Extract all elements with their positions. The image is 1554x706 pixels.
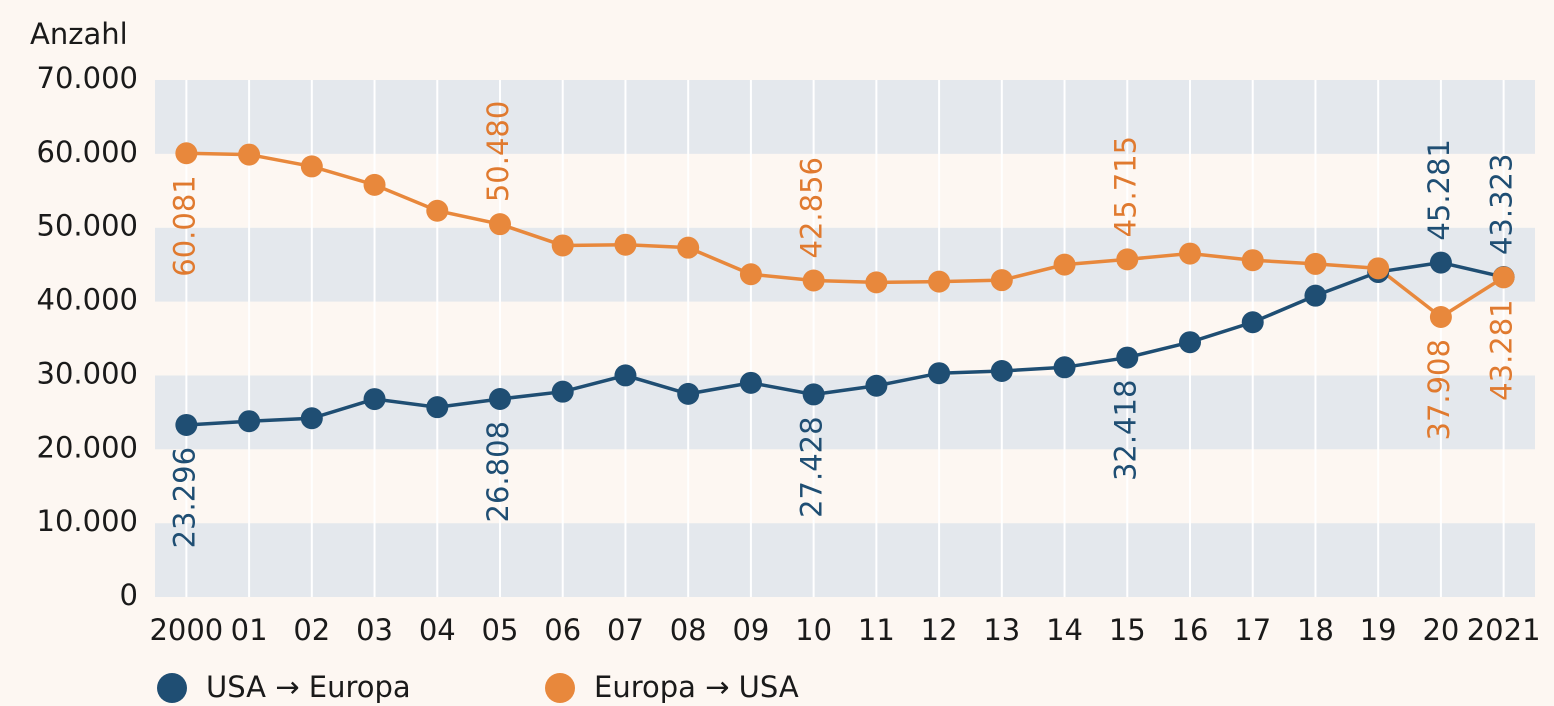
data-point: [802, 269, 825, 292]
x-tick-label: 05: [482, 613, 519, 647]
data-point: [300, 407, 323, 430]
x-tick-label: 14: [1046, 613, 1083, 647]
data-point: [990, 269, 1013, 292]
data-point: [363, 388, 386, 411]
data-point: [1429, 306, 1452, 329]
x-tick-label: 13: [983, 613, 1020, 647]
data-point: [614, 233, 637, 256]
data-point: [238, 143, 261, 166]
data-point: [363, 173, 386, 196]
x-tick-label: 2000: [149, 613, 223, 647]
data-point: [1241, 311, 1264, 334]
data-point: [489, 388, 511, 411]
data-point: [928, 270, 951, 293]
y-tick-label: 50.000: [37, 209, 138, 243]
data-label: 45.715: [1108, 136, 1142, 237]
x-tick-label: 06: [544, 613, 581, 647]
data-label: 60.081: [167, 175, 201, 276]
x-tick-label: 18: [1297, 613, 1334, 647]
data-point: [1053, 356, 1076, 379]
data-point: [1179, 331, 1201, 354]
series-line: [186, 260, 1505, 427]
data-point: [1492, 266, 1515, 289]
data-label: 27.428: [795, 416, 829, 517]
x-tick-label: 17: [1234, 613, 1271, 647]
data-point: [802, 383, 825, 406]
legend-label: Europa → USA: [594, 670, 799, 704]
y-tick-label: 0: [120, 578, 138, 612]
data-point: [175, 142, 198, 165]
data-label: 50.480: [481, 101, 515, 202]
x-tick-label: 04: [419, 613, 456, 647]
data-point: [928, 362, 951, 385]
data-point: [1304, 252, 1327, 275]
legend-marker: [545, 673, 575, 703]
y-tick-label: 30.000: [37, 356, 138, 390]
y-tick-label: 70.000: [37, 61, 138, 95]
x-tick-label: 11: [858, 613, 895, 647]
data-point: [614, 364, 637, 387]
x-tick-label: 16: [1172, 613, 1209, 647]
data-label: 32.418: [1108, 380, 1142, 481]
x-tick-label: 12: [921, 613, 958, 647]
series-line: [186, 151, 1505, 320]
x-tick-label: 01: [231, 613, 268, 647]
data-point: [426, 396, 449, 419]
data-point: [175, 413, 198, 436]
x-tick-label: 20: [1422, 613, 1459, 647]
y-tick-label: 20.000: [37, 430, 138, 464]
legend-marker: [157, 673, 187, 703]
y-tick-label: 10.000: [37, 504, 138, 538]
data-point: [739, 263, 762, 286]
data-point: [1116, 248, 1139, 271]
data-label: 42.856: [795, 157, 829, 258]
data-point: [865, 271, 888, 294]
y-tick-label: 40.000: [37, 283, 138, 317]
data-point: [739, 371, 762, 394]
data-point: [426, 199, 449, 222]
data-point: [1116, 346, 1139, 369]
data-point: [489, 213, 511, 236]
data-label: 43.281: [1485, 299, 1519, 400]
grid-band: [155, 375, 1535, 450]
x-tick-label: 08: [670, 613, 707, 647]
x-tick-label: 10: [795, 613, 832, 647]
grid-band: [155, 449, 1535, 524]
data-label: 23.296: [167, 447, 201, 548]
legend-label: USA → Europa: [206, 670, 411, 704]
data-point: [551, 234, 574, 257]
data-point: [300, 155, 323, 178]
grid-band: [155, 523, 1535, 597]
data-point: [990, 359, 1013, 382]
y-tick-label: 60.000: [37, 135, 138, 169]
data-point: [1304, 284, 1327, 307]
data-point: [1053, 253, 1076, 276]
data-label: 45.281: [1422, 139, 1456, 240]
data-point: [865, 374, 888, 397]
data-point: [677, 382, 700, 405]
data-point: [1241, 249, 1264, 272]
data-point: [1367, 257, 1390, 280]
grid-band: [155, 153, 1535, 228]
data-point: [1429, 251, 1452, 274]
data-label: 26.808: [481, 421, 515, 522]
x-tick-label: 19: [1360, 613, 1397, 647]
data-point: [1179, 242, 1201, 265]
data-point: [677, 236, 700, 259]
x-tick-label: 07: [607, 613, 644, 647]
x-tick-label: 03: [356, 613, 393, 647]
data-point: [238, 410, 261, 433]
grid-band: [155, 301, 1535, 376]
data-point: [551, 380, 574, 403]
x-tick-label: 15: [1109, 613, 1146, 647]
data-label: 43.323: [1485, 154, 1519, 255]
x-tick-label: 2021: [1467, 613, 1541, 647]
y-axis-label: Anzahl: [30, 17, 128, 51]
x-tick-label: 09: [732, 613, 769, 647]
data-label: 37.908: [1422, 339, 1456, 440]
grid-band: [155, 80, 1535, 154]
x-tick-label: 02: [293, 613, 330, 647]
